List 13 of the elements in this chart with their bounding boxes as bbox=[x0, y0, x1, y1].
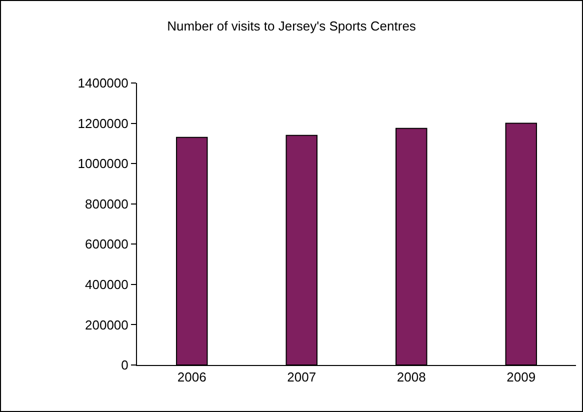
y-tick-label: 0 bbox=[121, 358, 128, 373]
x-tick-label: 2006 bbox=[177, 370, 206, 385]
y-tick-label: 1200000 bbox=[78, 116, 128, 131]
x-tick-label: 2008 bbox=[396, 370, 426, 385]
y-tick-label: 200000 bbox=[85, 317, 128, 332]
x-tick-label: 2007 bbox=[287, 370, 316, 385]
y-tick-label: 400000 bbox=[85, 276, 128, 292]
x-tick-label: 2009 bbox=[506, 370, 536, 385]
y-tick-label: 600000 bbox=[85, 236, 128, 252]
y-tick-label: 800000 bbox=[85, 196, 128, 212]
y-tick-label: 1400000 bbox=[78, 76, 128, 91]
y-tick-label: 1000000 bbox=[78, 156, 128, 172]
chart-title: Number of visits to Jersey's Sports Centres bbox=[167, 18, 416, 34]
